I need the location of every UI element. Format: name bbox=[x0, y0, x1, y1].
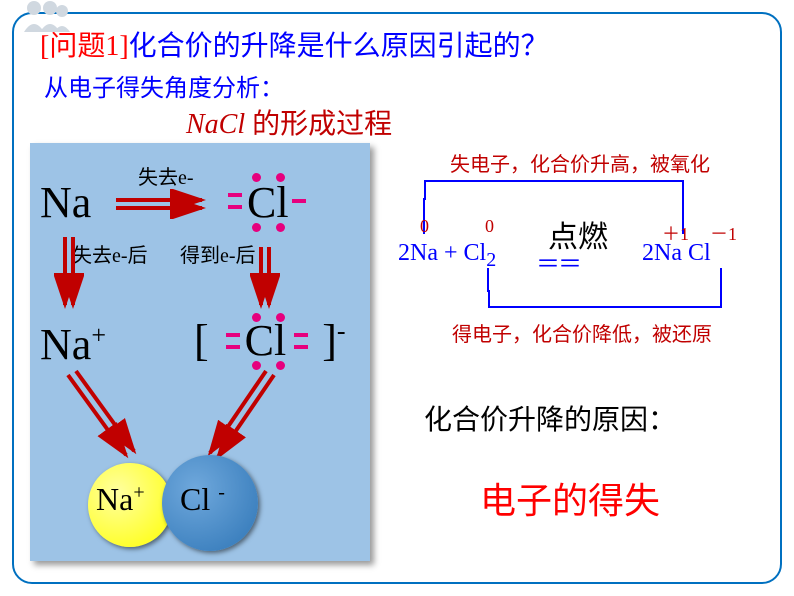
people-icon bbox=[20, 0, 76, 39]
reason-answer: 电子的得失 bbox=[480, 472, 660, 524]
reason-title: 化合价升降的原因： bbox=[424, 398, 676, 438]
equation-rhs: 2Na Cl bbox=[642, 240, 711, 267]
bottom-bracket bbox=[488, 290, 722, 308]
cl-ion-circle-label: Cl - bbox=[180, 481, 225, 518]
lose-e-annotation: 失电子，化合价升高，被氧化 bbox=[450, 148, 710, 177]
subtitle: 从电子得失角度分析： bbox=[44, 68, 284, 103]
ox-na: 0 bbox=[420, 216, 429, 237]
na-ion-circle-label: Na+ bbox=[96, 481, 145, 518]
ox-cl: 0 bbox=[485, 216, 494, 237]
bot-bracket-left-rise bbox=[487, 268, 489, 292]
question-text: 化合价的升降是什么原因引起的？ bbox=[129, 31, 549, 62]
process-title: NaCl 的形成过程 bbox=[186, 102, 392, 142]
equation-sign: ＝＝ bbox=[536, 244, 580, 279]
na-atom: Na bbox=[40, 177, 91, 228]
arrow-na-down bbox=[54, 233, 84, 313]
process-suffix: 的形成过程 bbox=[245, 109, 392, 140]
top-bracket bbox=[424, 180, 684, 200]
gain-e-annotation: 得电子，化合价降低，被还原 bbox=[452, 318, 712, 347]
cl-ion: [ Cl ]- bbox=[194, 315, 346, 366]
arrow-cl-down bbox=[250, 243, 280, 313]
nacl-formula: NaCl bbox=[186, 109, 245, 140]
lose-e-label: 失去e- bbox=[138, 161, 194, 190]
ox-cl-prod: －1 bbox=[710, 220, 737, 246]
arrow-na-to-cl bbox=[112, 189, 212, 219]
after-gain-label: 得到e-后 bbox=[180, 239, 256, 268]
cl-atom: Cl bbox=[247, 177, 289, 228]
question-title: [问题1]化合价的升降是什么原因引起的？ bbox=[40, 24, 549, 64]
formation-panel: Na 失去e- Cl 失去e-后 得到e-后 Na+ [ Cl bbox=[30, 143, 370, 561]
na-ion: Na+ bbox=[40, 319, 106, 370]
equation-lhs: 2Na + Cl2 bbox=[398, 240, 496, 272]
bot-bracket-right-rise bbox=[720, 268, 722, 292]
